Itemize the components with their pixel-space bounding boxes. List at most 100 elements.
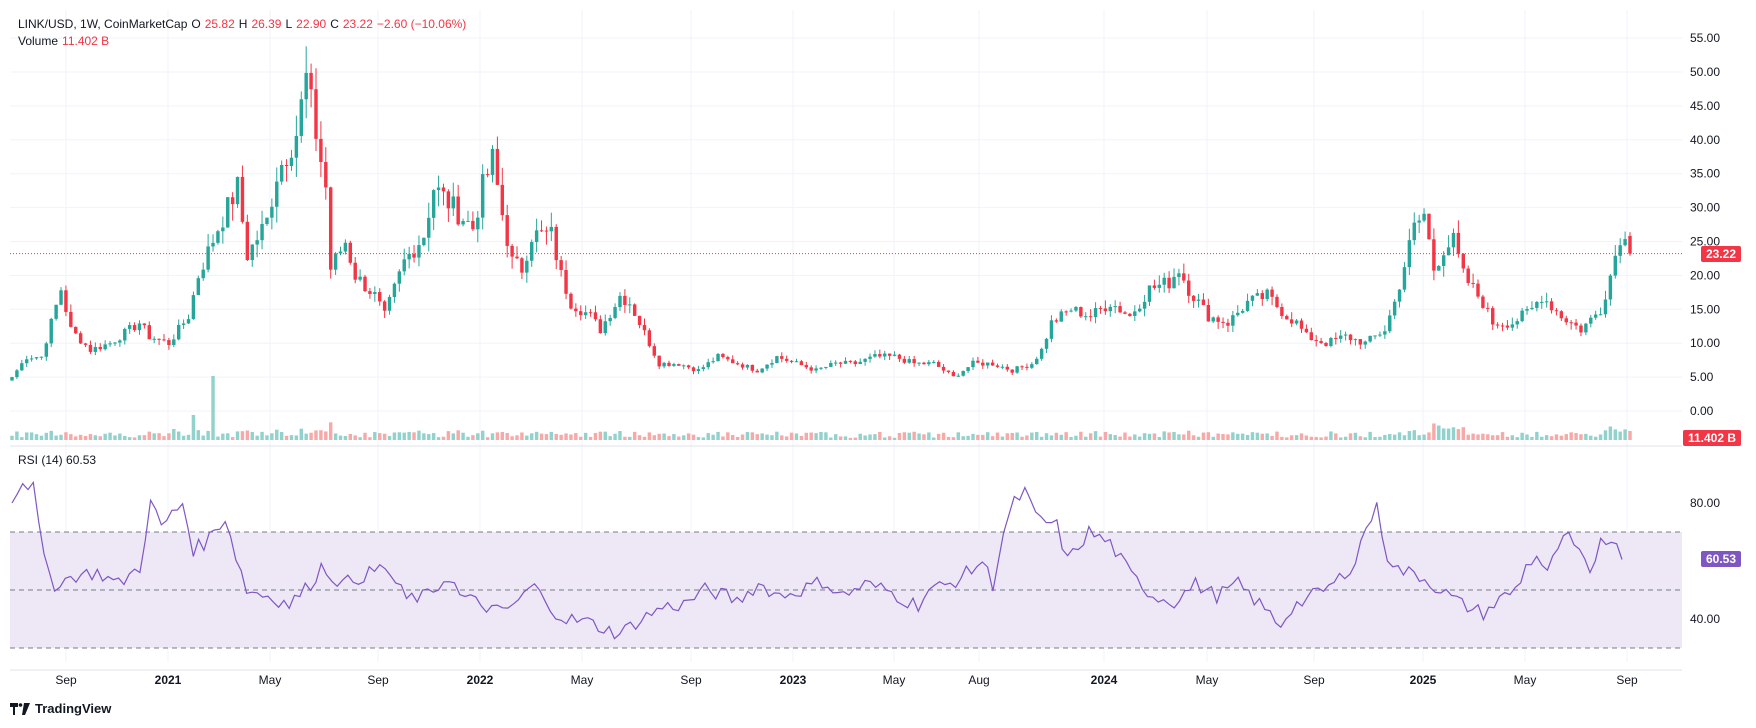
volume-bar (1255, 432, 1260, 440)
candle-body (1069, 310, 1073, 312)
candle-body (480, 174, 485, 218)
volume-bar (1373, 437, 1377, 440)
candle-body (1515, 321, 1519, 325)
volume-label[interactable]: Volume (18, 34, 59, 48)
candle-body (1299, 320, 1304, 329)
time-tick-label: Sep (680, 673, 702, 687)
candle-body (1593, 314, 1598, 318)
volume-bar (98, 436, 102, 440)
volume-bar (608, 436, 612, 440)
candle-body (804, 365, 809, 368)
candle-body (1417, 220, 1421, 223)
volume-bar (706, 433, 710, 440)
candle-body (613, 307, 617, 318)
candle-body (230, 197, 235, 205)
price-tick-label: 10.00 (1690, 336, 1720, 350)
candle-body (677, 364, 681, 366)
candle-body (897, 354, 902, 359)
candle-body (799, 361, 804, 366)
price-tick-label: 30.00 (1690, 201, 1720, 215)
candle-body (1500, 325, 1505, 327)
candle-body (1118, 306, 1122, 313)
candle-body (1035, 358, 1039, 365)
candle-body (132, 325, 137, 331)
candle-body (731, 359, 735, 364)
volume-bar (1216, 433, 1220, 440)
volume-bar (1000, 436, 1005, 440)
candle-body (1348, 334, 1353, 341)
candle-body (1074, 307, 1078, 311)
symbol-label[interactable]: LINK/USD, 1W, CoinMarketCap (18, 17, 188, 31)
candle-body (1147, 285, 1152, 302)
candle-body (162, 339, 166, 341)
candle-body (29, 358, 34, 360)
candle-body (176, 324, 181, 340)
volume-bar (132, 437, 137, 440)
volume-bar (1167, 432, 1171, 440)
candle-body (69, 311, 73, 327)
volume-bar (289, 435, 294, 440)
volume-bar (809, 432, 813, 440)
volume-bar (1598, 434, 1603, 440)
volume-bar (632, 431, 637, 440)
candle-body (662, 362, 666, 367)
volume-bar (971, 433, 975, 440)
candle-body (1250, 295, 1255, 301)
rsi-tick-label: 80.00 (1690, 496, 1720, 510)
candle-body (647, 330, 652, 347)
candle-body (358, 276, 362, 280)
volume-bar (1589, 435, 1593, 440)
candle-body (1574, 322, 1578, 326)
candle-body (515, 256, 519, 259)
time-tick-label: 2022 (467, 673, 494, 687)
candle-body (1490, 308, 1495, 325)
volume-bar (64, 432, 68, 440)
volume-bar (1530, 436, 1534, 440)
candle-body (932, 361, 936, 363)
candle-body (78, 333, 83, 344)
volume-bar (1280, 436, 1284, 440)
rsi-label[interactable]: RSI (14) (18, 453, 63, 467)
volume-bar (966, 435, 970, 440)
candle-body (436, 187, 441, 191)
candle-body (417, 245, 421, 258)
volume-bar (1206, 432, 1211, 440)
candle-body (1093, 308, 1098, 318)
candle-body (632, 304, 637, 316)
volume-bar (20, 437, 24, 440)
candle-body (412, 254, 416, 258)
time-tick-label: Sep (55, 673, 77, 687)
volume-bar (657, 433, 661, 440)
candle-body (1044, 338, 1049, 349)
volume-bar (1549, 436, 1554, 440)
time-tick-label: Sep (1303, 673, 1325, 687)
candle-body (843, 360, 848, 364)
volume-bar (1103, 431, 1108, 440)
price-tick-label: 5.00 (1690, 370, 1714, 384)
tradingview-branding[interactable]: TradingView (10, 701, 111, 716)
low-label: L (285, 17, 293, 31)
volume-bar (1554, 434, 1559, 440)
candle-body (466, 220, 470, 222)
candle-body (265, 217, 269, 225)
candle-body (1157, 284, 1162, 288)
volume-bar (15, 431, 19, 440)
volume-bar (642, 436, 647, 440)
candle-body (250, 244, 254, 260)
candle-body (775, 356, 779, 364)
candle-body (520, 258, 524, 273)
last-price-tag: 23.22 (1700, 246, 1741, 262)
last-volume-tag: 11.402 B (1682, 430, 1741, 446)
volume-bar (240, 431, 245, 440)
candle-body (966, 367, 970, 371)
candle-body (270, 206, 274, 218)
rsi-legend: RSI (14) 60.53 (18, 453, 96, 467)
candle-body (1466, 268, 1470, 283)
candle-body (471, 220, 475, 230)
candle-body (549, 226, 554, 232)
candle-body (1191, 295, 1196, 301)
volume-bar (260, 431, 264, 440)
volume-bar (10, 435, 14, 440)
candle-body (1294, 320, 1299, 324)
